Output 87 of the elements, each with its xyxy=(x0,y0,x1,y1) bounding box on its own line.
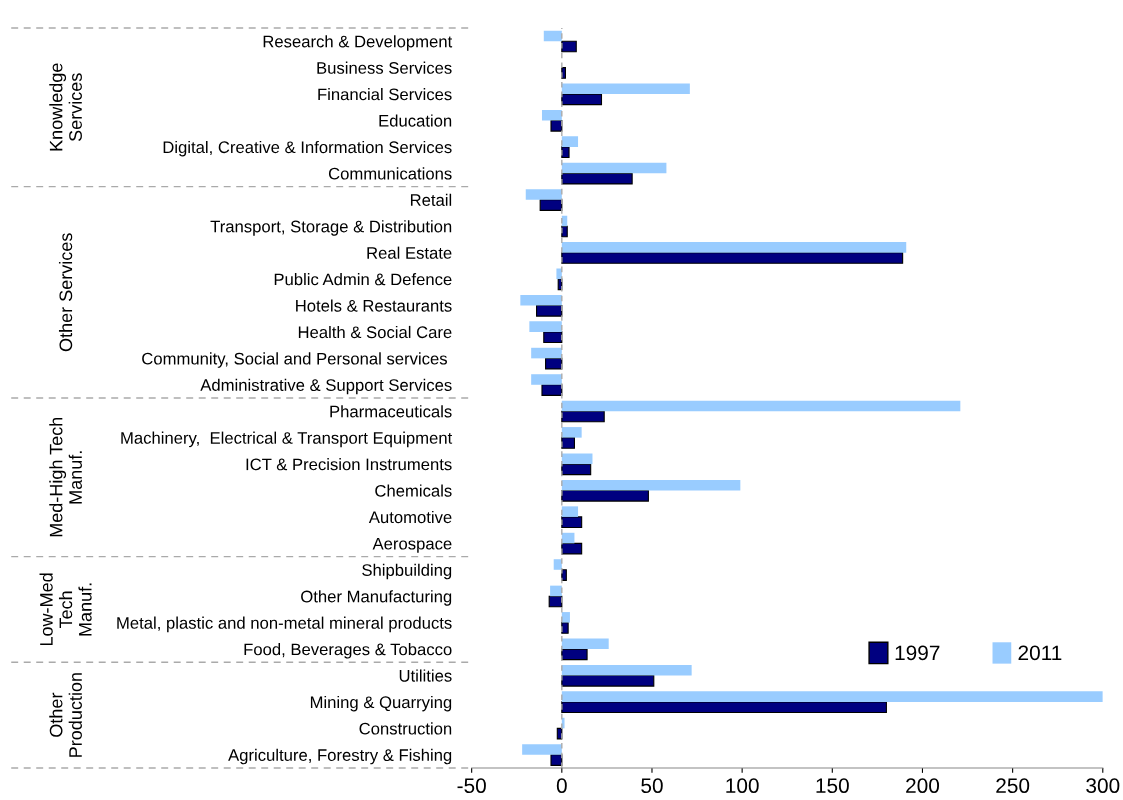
bar xyxy=(561,463,592,476)
text: Low-Med Tech Manuf. xyxy=(39,573,92,646)
bar xyxy=(561,40,577,53)
bar xyxy=(561,516,583,529)
y-tick-label: Pharmaceuticals xyxy=(330,405,452,418)
x-tick-label: 250 xyxy=(996,778,1030,794)
bar xyxy=(561,638,609,650)
y-tick-label: Digital, Creative & Information Services xyxy=(163,140,452,157)
y-tick-label: Hotels & Restaurants xyxy=(296,299,452,312)
y-tick-label: Transport, Storage & Distribution xyxy=(210,220,452,236)
x-tick-label: 0 xyxy=(556,778,567,794)
y-tick-label: Health & Social Care xyxy=(298,325,452,339)
y-tick-label: Chemicals xyxy=(375,484,452,497)
bar xyxy=(561,93,603,106)
bar xyxy=(561,453,593,465)
bar xyxy=(561,400,961,412)
y-tick-label: Automotive xyxy=(368,510,452,524)
y-tick-label: Education xyxy=(379,114,452,127)
y-tick-label: Shipbuilding xyxy=(362,563,452,580)
bar xyxy=(561,691,1103,702)
x-tick-label: 100 xyxy=(726,778,759,794)
bar xyxy=(541,109,562,121)
y-tick-label: Public Admin & Defence xyxy=(274,273,452,286)
bar xyxy=(550,119,563,132)
bar xyxy=(553,559,562,570)
y-tick-label: Aerospace xyxy=(372,537,452,553)
x-tick-label: 150 xyxy=(816,778,849,794)
bar xyxy=(531,347,562,359)
bar xyxy=(561,664,692,676)
bar xyxy=(561,162,667,174)
legend-label: 1997 xyxy=(895,645,940,661)
bar xyxy=(522,744,562,755)
bar xyxy=(541,384,563,396)
text: Other Services xyxy=(58,233,73,352)
bar xyxy=(561,410,605,423)
bar xyxy=(561,701,887,714)
x-tick-label: 50 xyxy=(641,778,663,794)
text: Other Production xyxy=(49,673,82,757)
bar xyxy=(550,585,562,597)
bar xyxy=(561,542,583,555)
bar xyxy=(561,136,579,147)
x-tick-label: 200 xyxy=(906,778,940,794)
y-tick-label: Community, Social and Personal services xyxy=(142,352,447,368)
bar xyxy=(543,30,562,42)
bar xyxy=(561,489,649,502)
y-tick-label: Communications xyxy=(328,167,452,180)
y-tick-label: Research & Development xyxy=(263,35,453,51)
y-tick-label: Other Manufacturing xyxy=(301,590,452,606)
x-tick-label: -50 xyxy=(457,778,486,794)
bar xyxy=(561,648,588,661)
y-tick-label: Retail xyxy=(410,193,452,206)
bar xyxy=(520,294,562,306)
bar xyxy=(561,612,570,623)
y-tick-label: Metal, plastic and non-metal mineral products xyxy=(117,616,452,633)
bar xyxy=(536,304,563,317)
y-tick-label: Machinery, Electrical & Transport Equipment xyxy=(121,431,453,448)
y-tick-label: Financial Services xyxy=(318,88,452,101)
bar xyxy=(561,622,569,634)
bar xyxy=(561,427,582,438)
y-tick-label: Agriculture, Forestry & Fishing xyxy=(228,748,452,765)
x-tick-label: 300 xyxy=(1086,778,1120,794)
bar xyxy=(561,146,570,159)
text: Knowledge Services xyxy=(49,63,82,151)
y-tick-label: Business Services xyxy=(317,61,452,74)
bar xyxy=(561,437,575,449)
bar xyxy=(543,331,563,344)
bar xyxy=(550,754,563,766)
y-tick-label: Food, Beverages & Tobacco xyxy=(244,643,452,659)
y-tick-label: Utilities xyxy=(399,669,452,682)
y-tick-label: Mining & Quarrying xyxy=(310,695,452,712)
bar xyxy=(561,479,741,491)
bar xyxy=(561,242,907,253)
bar xyxy=(561,172,633,185)
bar xyxy=(561,674,655,687)
bar xyxy=(561,252,904,264)
bar xyxy=(531,374,562,385)
y-tick-label: ICT & Precision Instruments xyxy=(246,458,452,471)
bar xyxy=(545,357,563,370)
bar xyxy=(561,83,690,95)
bar xyxy=(529,321,562,332)
y-tick-label: Construction xyxy=(359,722,452,735)
bar xyxy=(525,189,562,200)
y-tick-label: Real Estate xyxy=(367,246,452,259)
legend-label: 2011 xyxy=(1018,645,1062,661)
y-tick-label: Administrative & Support Services xyxy=(200,378,452,395)
text: Med-High Tech Manuf. xyxy=(49,417,82,537)
bar xyxy=(561,506,579,517)
